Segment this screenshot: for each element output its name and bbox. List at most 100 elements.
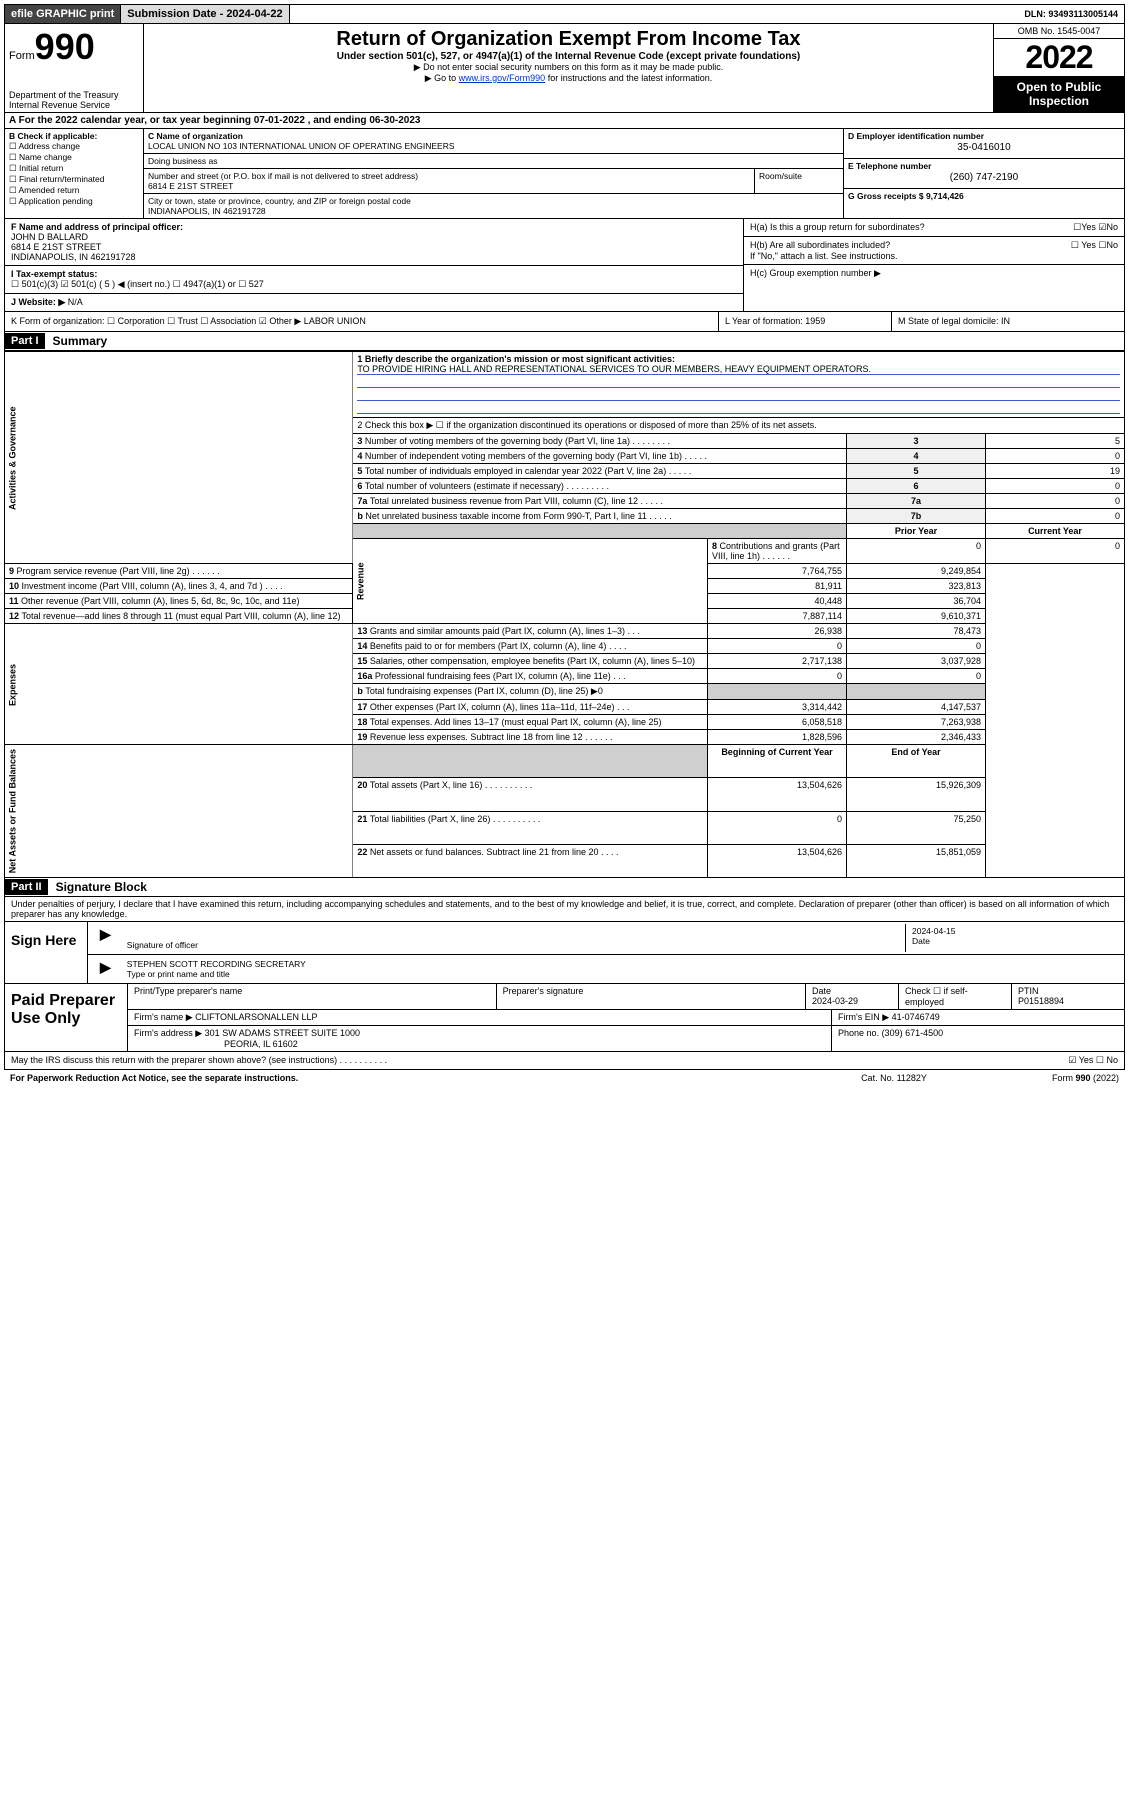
block-bcdeg: B Check if applicable: ☐ Address change … (4, 129, 1125, 219)
q1-label: 1 Briefly describe the organization's mi… (357, 354, 1120, 364)
col-c: C Name of organization LOCAL UNION NO 10… (144, 129, 844, 218)
block-fijh: F Name and address of principal officer:… (4, 219, 1125, 312)
h-b-note: If "No," attach a list. See instructions… (750, 251, 1118, 261)
prep-phone-val: (309) 671-4500 (882, 1028, 944, 1038)
h-b-ans: ☐ Yes ☐No (1071, 240, 1118, 251)
firm-ein-label: Firm's EIN ▶ (838, 1012, 889, 1022)
declaration-text: Under penalties of perjury, I declare th… (5, 897, 1124, 921)
sig-officer-label: Signature of officer (127, 940, 899, 950)
ptin-val: P01518894 (1018, 996, 1064, 1006)
mission-blank1 (357, 376, 1120, 388)
city-val: INDIANAPOLIS, IN 462191728 (148, 206, 839, 216)
form-note1: ▶ Do not enter social security numbers o… (150, 62, 987, 73)
dba-label: Doing business as (148, 156, 839, 166)
date-label: Date (912, 936, 1112, 946)
instructions-link[interactable]: www.irs.gov/Form990 (459, 73, 546, 83)
open-inspection-label: Open to Public Inspection (994, 76, 1124, 112)
ptin-hdr: PTIN (1018, 986, 1039, 996)
h-a-ans: ☐Yes ☑No (1073, 222, 1118, 233)
form-header: Form990 Department of the Treasury Inter… (4, 24, 1125, 113)
firm-name-label: Firm's name ▶ (134, 1012, 193, 1022)
form-subtitle: Under section 501(c), 527, or 4947(a)(1)… (150, 51, 987, 62)
chk-address-change[interactable]: ☐ Address change (9, 141, 139, 152)
tax-status-opts: ☐ 501(c)(3) ☑ 501(c) ( 5 ) ◀ (insert no.… (11, 279, 264, 289)
discuss-text: May the IRS discuss this return with the… (11, 1055, 337, 1065)
part2-title: Signature Block (48, 878, 155, 896)
irs-label: Internal Revenue Service (9, 100, 119, 110)
phone-label: E Telephone number (848, 161, 931, 171)
paid-preparer-label: Paid Preparer Use Only (5, 984, 128, 1051)
website-val: N/A (68, 297, 83, 307)
mission-text: TO PROVIDE HIRING HALL AND REPRESENTATIO… (357, 364, 1120, 375)
form-note2: ▶ Go to www.irs.gov/Form990 for instruct… (150, 73, 987, 84)
firm-addr-label: Firm's address ▶ (134, 1028, 202, 1038)
tax-status-label: I Tax-exempt status: (11, 269, 97, 279)
org-name: LOCAL UNION NO 103 INTERNATIONAL UNION O… (148, 141, 839, 151)
prep-date-val: 2024-03-29 (812, 996, 858, 1006)
officer-name-title: STEPHEN SCOTT RECORDING SECRETARY (127, 959, 1112, 969)
chk-name-change[interactable]: ☐ Name change (9, 152, 139, 163)
dln-label: DLN: 93493113005144 (1018, 5, 1124, 23)
website-label: J Website: ▶ (11, 297, 65, 307)
form-footer: 990 (1075, 1073, 1090, 1083)
tax-year: 2022 (994, 39, 1124, 76)
ein-val: 35-0416010 (848, 142, 1120, 153)
form-number: 990 (35, 26, 95, 67)
form-prefix: Form (9, 50, 35, 62)
officer-name: JOHN D BALLARD (11, 232, 88, 242)
firm-name-val: CLIFTONLARSONALLEN LLP (195, 1012, 317, 1022)
chk-amended-return[interactable]: ☐ Amended return (9, 185, 139, 196)
submission-date-button[interactable]: Submission Date - 2024-04-22 (121, 5, 289, 23)
prep-phone-label: Phone no. (838, 1028, 879, 1038)
form-title-cell: Return of Organization Exempt From Incom… (144, 24, 994, 112)
discuss-row: May the IRS discuss this return with the… (4, 1052, 1125, 1070)
chk-initial-return[interactable]: ☐ Initial return (9, 163, 139, 174)
dept-label: Department of the Treasury (9, 90, 119, 100)
addr-street: 6814 E 21ST STREET (148, 181, 750, 191)
q2-text: 2 Check this box ▶ ☐ if the organization… (353, 418, 1125, 434)
note2-pre: ▶ Go to (425, 73, 459, 83)
form-title: Return of Organization Exempt From Incom… (150, 28, 987, 51)
col-deg: D Employer identification number 35-0416… (844, 129, 1124, 218)
col-b: B Check if applicable: ☐ Address change … (5, 129, 144, 218)
org-name-label: C Name of organization (148, 131, 839, 141)
part1-tag: Part I (5, 333, 45, 349)
m-state-domicile: M State of legal domicile: IN (892, 312, 1124, 331)
officer-name-label: Type or print name and title (127, 969, 1112, 979)
officer-label: F Name and address of principal officer: (11, 222, 183, 232)
sig-date: 2024-04-15 (912, 926, 1112, 936)
room-suite-label: Room/suite (755, 169, 843, 193)
arrow-icon: ▶ (94, 924, 117, 952)
signature-block: Under penalties of perjury, I declare th… (4, 897, 1125, 984)
sign-here-label: Sign Here (5, 922, 88, 983)
addr-label: Number and street (or P.O. box if mail i… (148, 171, 750, 181)
top-bar: efile GRAPHIC print Submission Date - 20… (4, 4, 1125, 24)
prep-sig-hdr: Preparer's signature (497, 984, 806, 1009)
h-c-label: H(c) Group exemption number ▶ (744, 265, 1124, 282)
year-cell: OMB No. 1545-0047 2022 Open to Public In… (994, 24, 1124, 112)
l-year-formation: L Year of formation: 1959 (719, 312, 892, 331)
pra-notice: For Paperwork Reduction Act Notice, see … (10, 1073, 819, 1083)
block-klm: K Form of organization: ☐ Corporation ☐ … (4, 312, 1125, 332)
discuss-ans: ☑ Yes ☐ No (1068, 1055, 1118, 1066)
city-label: City or town, state or province, country… (148, 196, 839, 206)
vlabel-net-assets: Net Assets or Fund Balances (5, 745, 353, 878)
officer-addr1: 6814 E 21ST STREET (11, 242, 101, 252)
part1-header: Part I Summary (4, 332, 1125, 351)
ein-label: D Employer identification number (848, 131, 984, 141)
fij-left: F Name and address of principal officer:… (5, 219, 744, 311)
chk-final-return[interactable]: ☐ Final return/terminated (9, 174, 139, 185)
phone-val: (260) 747-2190 (848, 172, 1120, 183)
vlabel-revenue: Revenue (353, 539, 708, 624)
part2-tag: Part II (5, 879, 48, 895)
section-a: A For the 2022 calendar year, or tax yea… (4, 113, 1125, 129)
vlabel-governance: Activities & Governance (5, 352, 353, 564)
prep-date-hdr: Date (812, 986, 831, 996)
efile-button[interactable]: efile GRAPHIC print (5, 5, 121, 23)
paid-preparer-block: Paid Preparer Use Only Print/Type prepar… (4, 984, 1125, 1052)
prep-check-self: Check ☐ if self-employed (899, 984, 1012, 1009)
chk-application-pending[interactable]: ☐ Application pending (9, 196, 139, 207)
vlabel-expenses: Expenses (5, 624, 353, 745)
omb-label: OMB No. 1545-0047 (994, 24, 1124, 39)
part1-title: Summary (45, 332, 116, 350)
